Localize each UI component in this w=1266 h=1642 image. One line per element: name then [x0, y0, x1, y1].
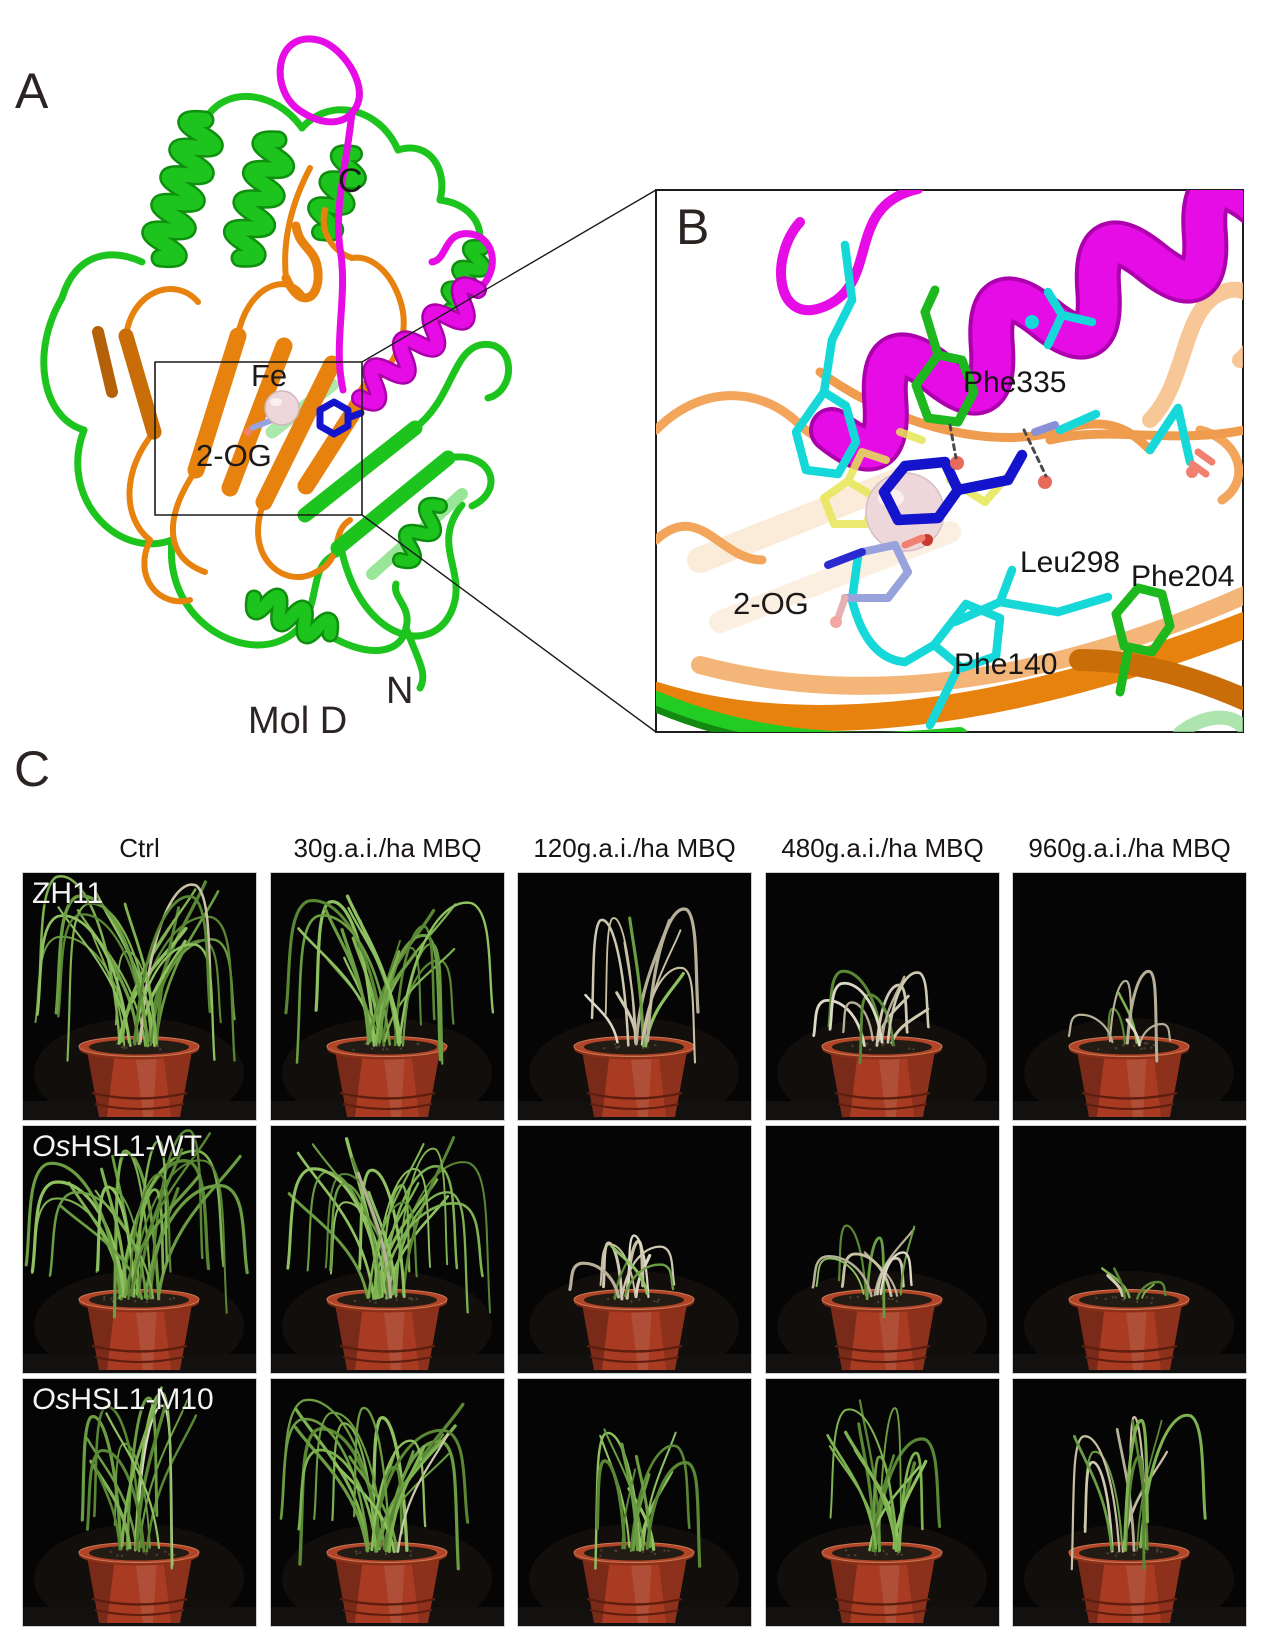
- plant-photo-r3-c3-healthy_medium: [517, 1378, 752, 1627]
- n-terminus-label: N: [386, 670, 414, 712]
- c-terminus-label: C: [338, 162, 363, 200]
- residue-label-4: Phe140: [954, 648, 1058, 681]
- fe-sphere-a: [264, 390, 300, 426]
- ligand-sticks-b: [878, 449, 1028, 526]
- protein-structure-drawing: [40, 35, 1244, 733]
- plant-photo-r2-c4-dead_short: [765, 1125, 1000, 1374]
- genotype-prefix: Os: [32, 1130, 71, 1163]
- column-header-4: 480g.a.i./ha MBQ: [781, 833, 984, 863]
- column-header-2: 30g.a.i./ha MBQ: [293, 833, 482, 863]
- plant-photo-r3-c5-mixed_pale: [1012, 1378, 1247, 1627]
- residue-label-2: Leu298: [1020, 546, 1121, 579]
- plant-photo-r3-c4-healthy_tall: [765, 1378, 1000, 1627]
- plant-photo-r3-c1-healthy_tall: OsHSL1-M10: [22, 1378, 257, 1627]
- column-header-3: 120g.a.i./ha MBQ: [533, 833, 736, 863]
- genotype-name: ZH11: [32, 877, 104, 910]
- plant-photo-r1-c5-dead_sparse: [1012, 872, 1247, 1121]
- connector-line-top: [361, 189, 657, 363]
- panel-a-ribbons: [40, 35, 657, 733]
- plant-photo-r1-c4-dead_short: [765, 872, 1000, 1121]
- column-header-5: 960g.a.i./ha MBQ: [1028, 833, 1231, 863]
- genotype-label: OsHSL1-WT: [32, 1132, 202, 1162]
- panel-a-label: A: [15, 63, 49, 119]
- plant-photo-r1-c3-dead_tall_sparse: [517, 872, 752, 1121]
- plant-photo-r2-c2-lush_tall: [270, 1125, 505, 1374]
- ligand-sticks-a: [316, 398, 365, 438]
- genotype-prefix: Os: [32, 1383, 71, 1416]
- plant-photo-r2-c5-bare: [1012, 1125, 1247, 1374]
- connector-line-bottom: [361, 514, 657, 733]
- plant-photo-r3-c2-lush: [270, 1378, 505, 1627]
- genotype-name: HSL1-M10: [70, 1383, 214, 1416]
- column-header-1: Ctrl: [119, 833, 160, 863]
- residue-label-1: Phe335: [963, 366, 1067, 399]
- plant-photo-r1-c1-lush_tall: ZH11: [22, 872, 257, 1121]
- og-label-b: 2-OG: [733, 586, 809, 621]
- panel-b-label: B: [676, 199, 710, 255]
- plant-photo-r2-c1-lush_tall: OsHSL1-WT: [22, 1125, 257, 1374]
- fe-label-a: Fe: [251, 358, 288, 393]
- panel-b-scene: [656, 190, 1243, 732]
- zoom-box: [154, 361, 363, 516]
- og-label-a: 2-OG: [196, 438, 272, 473]
- genotype-name: HSL1-WT: [70, 1130, 203, 1163]
- molecule-label: Mol D: [248, 700, 348, 742]
- genotype-label: ZH11: [32, 879, 103, 909]
- panel-c-label: C: [14, 741, 51, 797]
- plant-photo-r1-c2-lush: [270, 872, 505, 1121]
- plant-photo-r2-c3-dead_short: [517, 1125, 752, 1374]
- residue-label-3: Phe204: [1131, 560, 1235, 593]
- genotype-label: OsHSL1-M10: [32, 1385, 214, 1415]
